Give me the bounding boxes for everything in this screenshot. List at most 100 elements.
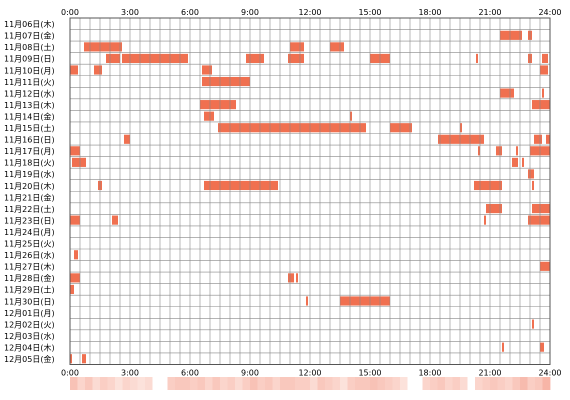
- summary-cell: [437, 377, 446, 390]
- row-label: 11月15日(土): [4, 123, 55, 133]
- activity-bar: [438, 134, 484, 144]
- activity-bar: [70, 354, 72, 364]
- activity-bar: [522, 157, 524, 167]
- rows: 11月06日(木) 11月07日(金)11月08日(土) 11月09日(日) 11月1…: [4, 19, 55, 364]
- summary-cell: [392, 377, 401, 390]
- summary-cell: [505, 377, 513, 390]
- x-tick-label-bottom: 9:00: [241, 369, 259, 378]
- x-tick-label-bottom: 18:00: [418, 369, 441, 378]
- x-tick-label-bottom: 24:00: [538, 369, 561, 378]
- activity-bar: [486, 204, 502, 214]
- summary-cell: [317, 377, 326, 390]
- summary-cell: [85, 377, 93, 390]
- row-label: 11月26日(水): [4, 250, 55, 260]
- activity-bar: [528, 169, 534, 179]
- summary-cell: [535, 377, 543, 390]
- x-tick-label-bottom: 6:00: [181, 369, 199, 378]
- row-label: 11月27日(木): [4, 262, 55, 272]
- summary-cell: [407, 377, 416, 390]
- row-label: 11月29日(土): [4, 285, 55, 295]
- activity-bar: [70, 284, 74, 294]
- summary-cell: [355, 377, 363, 390]
- row-label: 11月14日(金): [4, 111, 55, 121]
- summary-cell: [272, 377, 281, 390]
- row-label: 11月12日(水): [4, 88, 55, 98]
- summary-cell: [542, 377, 551, 390]
- summary-cell: [512, 377, 521, 390]
- activity-bar: [112, 215, 118, 225]
- activity-bar: [532, 204, 542, 214]
- x-axis-top: 0:00 3:00 6:00 9:00 12:00 15:00 18:00 21:00 24:0…: [61, 8, 562, 17]
- activity-bar: [202, 76, 250, 87]
- summary-cell: [332, 377, 341, 390]
- summary-cell: [265, 377, 273, 390]
- activity-bar: [70, 273, 80, 283]
- activity-bar: [288, 53, 304, 63]
- plot-border: [69, 17, 551, 365]
- summary-cell: [452, 377, 461, 390]
- activity-bar: [530, 146, 538, 156]
- activity-bar: [542, 88, 544, 98]
- x-tick-label-top: 21:00: [478, 8, 501, 17]
- activity-bar: [546, 134, 550, 144]
- activity-bar: [542, 53, 548, 63]
- summary-cell: [197, 377, 206, 390]
- activity-bar: [350, 111, 352, 121]
- x-tick-label-top: 24:00: [538, 8, 561, 17]
- summary-cell: [92, 377, 101, 390]
- x-axis-bottom: 0:00 3:00 6:00 9:00 12:00 15:00 18:00 21:00 24:0…: [61, 369, 562, 378]
- summary-cell: [70, 377, 78, 390]
- activity-bar: [500, 30, 522, 40]
- activity-bar: [106, 53, 120, 63]
- summary-cell: [445, 377, 453, 390]
- activity-bar: [484, 215, 486, 225]
- activity-bars: [70, 30, 550, 364]
- summary-cell: [377, 377, 386, 390]
- activity-bar: [70, 215, 80, 225]
- activity-bar: [70, 146, 80, 156]
- activity-bar: [540, 65, 548, 75]
- summary-cell: [295, 377, 303, 390]
- row-label: 12月04日(木): [4, 342, 55, 352]
- activity-bar: [70, 65, 78, 75]
- activity-bar: [534, 134, 542, 144]
- summary-cell: [340, 377, 348, 390]
- summary-cell: [77, 377, 86, 390]
- row-label: 11月16日(日): [4, 136, 55, 145]
- summary-cell: [422, 377, 431, 390]
- summary-cell: [325, 377, 333, 390]
- summary-cell: [415, 377, 423, 390]
- summary-cell: [527, 377, 536, 390]
- row-label: 11月20日(木): [4, 181, 55, 191]
- activity-bar: [290, 42, 304, 52]
- summary-cell: [182, 377, 191, 390]
- activity-bar: [532, 319, 534, 329]
- activity-bar: [202, 65, 212, 75]
- row-label: 12月03日(水): [4, 331, 55, 341]
- summary-cell: [122, 377, 131, 390]
- activity-bar: [540, 215, 550, 225]
- summary-cell: [152, 377, 161, 390]
- summary-cell: [475, 377, 483, 390]
- summary-cell: [287, 377, 296, 390]
- summary-cell: [220, 377, 228, 390]
- x-tick-label-bottom: 3:00: [121, 369, 139, 378]
- summary-cell: [310, 377, 318, 390]
- x-tick-label-bottom: 15:00: [358, 369, 381, 378]
- summary-cell: [490, 377, 498, 390]
- row-label: 11月07日(金): [4, 31, 55, 41]
- activity-bar: [476, 53, 478, 63]
- activity-bar: [532, 180, 534, 191]
- row-label: 11月06日(木): [4, 19, 55, 29]
- x-tick-label-top: 6:00: [181, 8, 199, 17]
- x-tick-label-top: 12:00: [298, 8, 321, 17]
- summary-cell: [235, 377, 243, 390]
- summary-cell: [205, 377, 213, 390]
- activity-bar: [74, 250, 78, 260]
- summary-cell: [212, 377, 221, 390]
- activity-bar: [72, 157, 86, 167]
- row-label: 11月30日(日): [4, 297, 55, 306]
- activity-bar: [218, 123, 354, 133]
- activity-bar: [340, 296, 390, 306]
